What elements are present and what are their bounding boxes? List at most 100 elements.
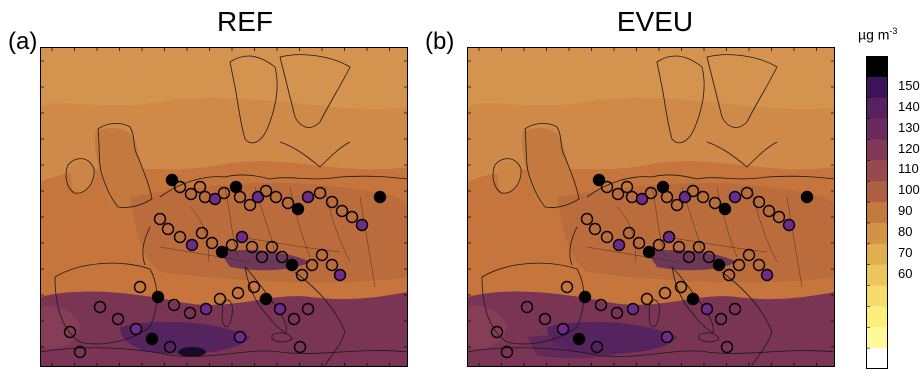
station-marker: [273, 302, 287, 316]
colorbar-swatch: [866, 56, 888, 78]
station-marker: [301, 190, 315, 204]
colorbar-swatch: [866, 222, 888, 245]
station-marker: [560, 280, 574, 294]
station-marker: [173, 180, 187, 194]
colorbar-label: 100: [898, 182, 920, 198]
station-marker: [199, 302, 213, 316]
station-marker: [325, 195, 339, 209]
station-marker: [660, 330, 674, 344]
colorbar-label: 120: [898, 140, 920, 156]
station-marker: [660, 190, 674, 204]
colorbar-swatch: [866, 181, 888, 203]
station-marker: [233, 330, 247, 344]
station-marker: [610, 306, 624, 320]
station-marker: [682, 250, 696, 264]
station-marker: [772, 210, 786, 224]
station-marker: [678, 190, 692, 204]
station-marker: [335, 204, 349, 218]
station-marker: [686, 184, 700, 198]
station-marker: [161, 222, 175, 236]
station-marker: [151, 290, 165, 304]
station-marker: [247, 280, 261, 294]
station-marker: [231, 286, 245, 300]
station-marker: [193, 180, 207, 194]
station-marker: [702, 250, 716, 264]
station-marker: [129, 322, 143, 336]
station-marker: [712, 258, 726, 272]
station-marker: [293, 340, 307, 354]
station-marker: [600, 230, 614, 244]
colorbar: [866, 56, 888, 369]
station-marker: [291, 202, 305, 216]
station-marker: [195, 226, 209, 240]
station-marker: [626, 302, 640, 316]
station-marker: [742, 248, 756, 262]
station-marker: [163, 340, 177, 354]
panel-a-title: REF: [217, 6, 273, 37]
station-marker: [93, 300, 107, 314]
station-marker: [275, 250, 289, 264]
station-marker: [205, 236, 219, 250]
station-marker: [556, 322, 570, 336]
station-marker: [345, 210, 359, 224]
station-marker: [580, 212, 594, 226]
station-marker: [635, 192, 649, 206]
station-marker: [315, 248, 329, 262]
station-marker: [245, 240, 259, 254]
station-marker: [173, 230, 187, 244]
station-marker: [355, 218, 369, 232]
station-marker: [145, 332, 159, 346]
station-marker: [714, 312, 728, 326]
station-marker: [622, 226, 636, 240]
station-marker: [620, 180, 634, 194]
station-marker: [213, 292, 227, 306]
station-marker: [255, 250, 269, 264]
station-marker: [800, 190, 814, 204]
station-marker: [722, 268, 736, 282]
station-marker: [305, 258, 319, 272]
colorbar-label: 110: [898, 161, 919, 177]
panel-b-title: EVEU: [616, 6, 694, 37]
station-marker: [662, 230, 676, 244]
station-marker: [184, 187, 198, 201]
station-marker: [325, 258, 339, 272]
colorbar-swatch: [866, 264, 888, 287]
colorbar-label: 70: [898, 244, 913, 260]
station-marker: [752, 258, 766, 272]
colorbar-swatch: [866, 160, 888, 182]
station-marker: [167, 298, 181, 312]
station-marker: [782, 218, 796, 232]
station-marker: [287, 312, 301, 326]
colorbar-swatch: [866, 97, 888, 120]
colorbar-swatch: [866, 118, 888, 140]
colorbar-label: 90: [898, 203, 913, 219]
station-marker: [572, 332, 586, 346]
station-marker: [313, 186, 327, 200]
station-marker: [600, 180, 614, 194]
station-marker: [594, 298, 608, 312]
station-marker: [285, 258, 299, 272]
station-marker: [269, 190, 283, 204]
station-marker: [217, 186, 231, 200]
station-marker: [233, 190, 247, 204]
colorbar-swatch: [866, 306, 888, 328]
station-marker: [642, 245, 656, 259]
station-marker: [133, 280, 147, 294]
station-marker: [235, 230, 249, 244]
station-marker: [708, 196, 722, 210]
colorbar-swatch: [866, 139, 888, 161]
station-marker: [632, 236, 646, 250]
colorbar-label: 130: [898, 119, 920, 135]
station-marker: [644, 186, 658, 200]
colorbar-label: 80: [898, 223, 913, 239]
station-marker: [692, 240, 706, 254]
station-marker: [696, 190, 710, 204]
map-panel-eveu: [467, 47, 835, 367]
station-marker: [718, 202, 732, 216]
station-marker: [720, 340, 734, 354]
station-marker: [578, 290, 592, 304]
station-marker: [265, 240, 279, 254]
station-marker: [592, 173, 606, 187]
station-marker: [672, 240, 686, 254]
colorbar-swatch: [866, 76, 888, 99]
